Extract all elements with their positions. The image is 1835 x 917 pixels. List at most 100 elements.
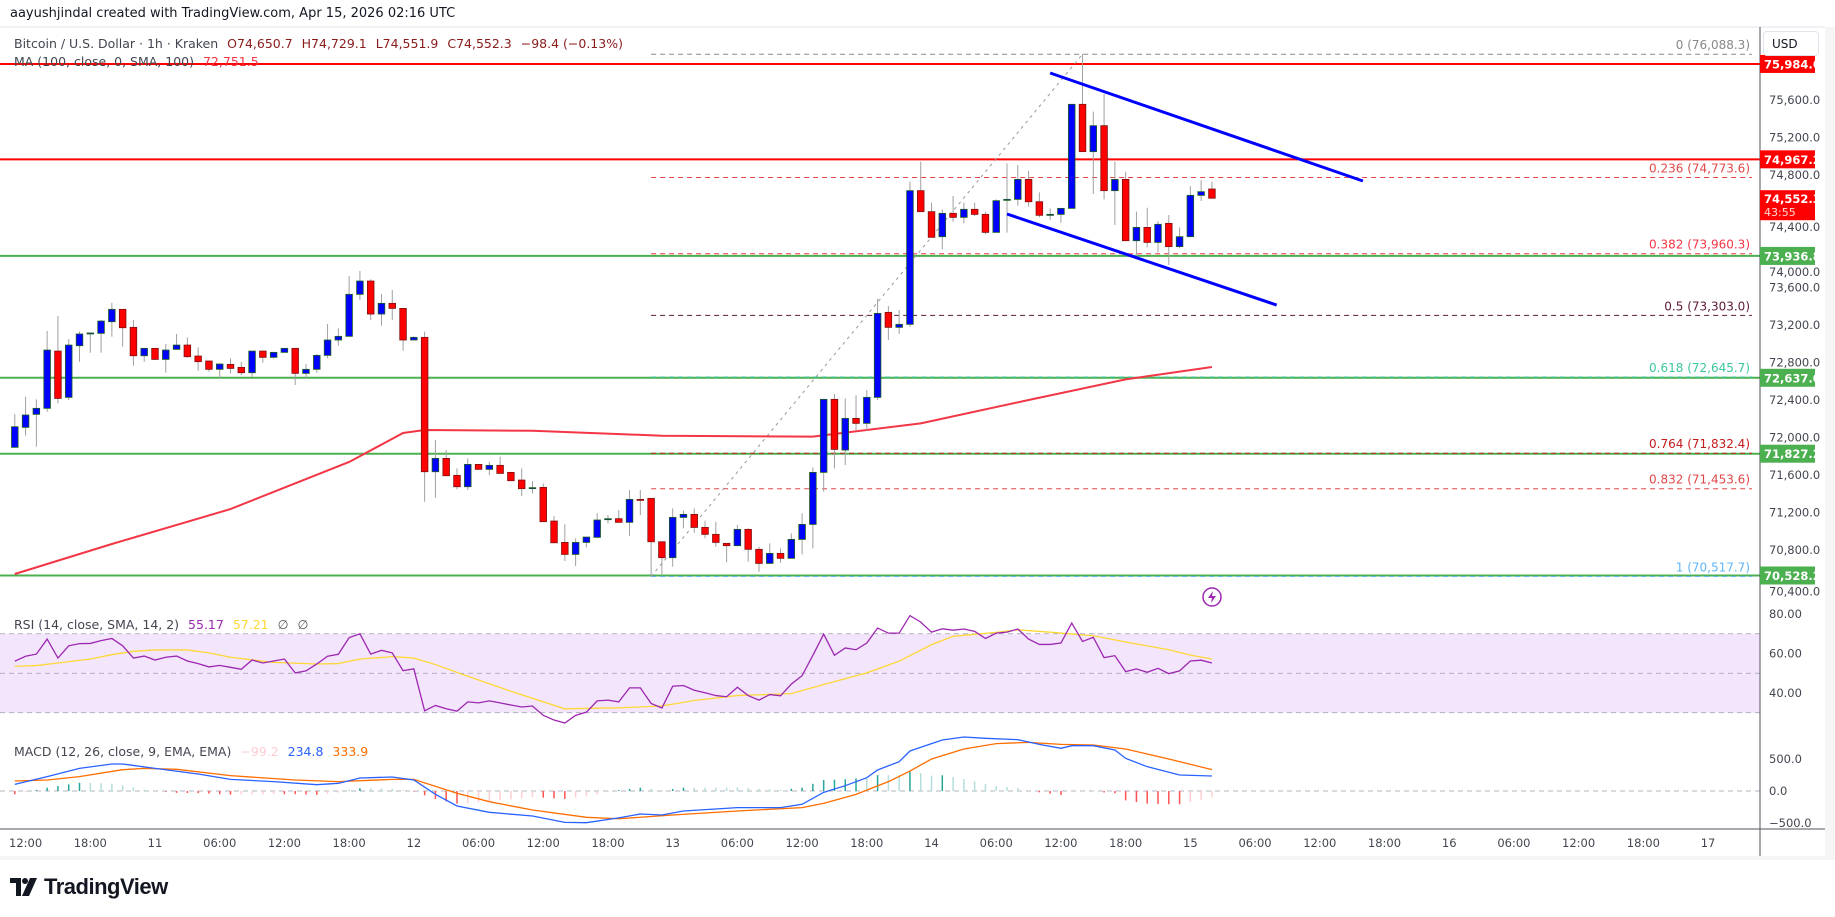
candle[interactable]	[679, 510, 688, 529]
candle[interactable]	[841, 398, 849, 466]
candle[interactable]	[873, 298, 882, 400]
candle[interactable]	[377, 294, 386, 326]
candle[interactable]	[884, 306, 893, 340]
upper-trendline[interactable]	[1049, 71, 1364, 183]
candle[interactable]	[647, 497, 655, 577]
candle[interactable]	[755, 546, 763, 572]
candle[interactable]	[323, 324, 332, 359]
candle[interactable]	[722, 542, 731, 563]
candle[interactable]	[819, 398, 828, 492]
candle[interactable]	[701, 520, 709, 539]
candle[interactable]	[420, 331, 429, 502]
candle[interactable]	[237, 361, 245, 376]
candle[interactable]	[992, 199, 1000, 233]
candle[interactable]	[291, 347, 299, 385]
tradingview-logo[interactable]: TradingView	[10, 874, 168, 900]
candle[interactable]	[1132, 211, 1141, 257]
candle[interactable]	[1089, 111, 1097, 195]
candle[interactable]	[733, 525, 742, 547]
candle[interactable]	[313, 354, 321, 373]
candle[interactable]	[1186, 186, 1195, 238]
candle[interactable]	[1165, 215, 1173, 265]
candle[interactable]	[248, 350, 256, 377]
candle[interactable]	[302, 364, 310, 379]
candle[interactable]	[269, 351, 278, 359]
candle[interactable]	[960, 202, 968, 224]
candle[interactable]	[410, 336, 418, 341]
candle[interactable]	[906, 181, 914, 327]
candle[interactable]	[809, 467, 817, 549]
candle[interactable]	[528, 481, 537, 494]
candle[interactable]	[1068, 103, 1076, 209]
candle[interactable]	[863, 390, 871, 431]
lower-trendline[interactable]	[1006, 212, 1278, 307]
symbol-name[interactable]: Bitcoin / U.S. Dollar · 1h · Kraken	[14, 36, 219, 51]
candle[interactable]	[86, 332, 94, 353]
candle[interactable]	[798, 513, 806, 555]
candle[interactable]	[1197, 179, 1205, 202]
candle[interactable]	[787, 533, 796, 559]
candle[interactable]	[1111, 161, 1119, 225]
candle[interactable]	[162, 344, 170, 373]
candle[interactable]	[561, 524, 569, 562]
candle[interactable]	[1154, 221, 1162, 253]
candle[interactable]	[690, 508, 698, 533]
candle[interactable]	[151, 347, 159, 361]
candle[interactable]	[1175, 227, 1184, 249]
candle[interactable]	[118, 308, 127, 347]
candle[interactable]	[615, 510, 623, 523]
candle[interactable]	[766, 543, 774, 565]
candle[interactable]	[636, 490, 645, 516]
candle[interactable]	[507, 471, 515, 482]
candle[interactable]	[140, 347, 148, 362]
candle[interactable]	[366, 279, 375, 321]
candle[interactable]	[345, 276, 353, 337]
candle[interactable]	[1035, 192, 1044, 218]
candle[interactable]	[517, 468, 526, 497]
fib-trend-connector[interactable]	[650, 53, 1083, 577]
candle[interactable]	[194, 347, 202, 371]
candle[interactable]	[65, 339, 73, 400]
candle[interactable]	[1024, 170, 1033, 207]
candle[interactable]	[129, 320, 138, 366]
candle[interactable]	[1100, 94, 1108, 200]
candle[interactable]	[625, 490, 634, 536]
candle[interactable]	[21, 396, 30, 436]
rsi-label[interactable]: RSI (14, close, SMA, 14, 2)	[14, 617, 180, 632]
candle[interactable]	[259, 350, 267, 363]
candle[interactable]	[712, 521, 720, 547]
candle[interactable]	[895, 310, 903, 334]
candle[interactable]	[571, 538, 580, 567]
candle[interactable]	[981, 211, 990, 235]
candle[interactable]	[1046, 208, 1054, 220]
candle[interactable]	[917, 161, 925, 213]
candle[interactable]	[399, 308, 407, 351]
candle[interactable]	[464, 458, 472, 490]
candle[interactable]	[582, 536, 591, 548]
candle[interactable]	[668, 508, 677, 567]
candle[interactable]	[604, 515, 612, 524]
candle[interactable]	[108, 302, 116, 337]
candle[interactable]	[474, 464, 483, 470]
candle[interactable]	[453, 468, 461, 490]
candle[interactable]	[1121, 171, 1130, 242]
candle[interactable]	[11, 414, 19, 448]
candle[interactable]	[172, 334, 181, 350]
candle[interactable]	[776, 548, 785, 563]
candle[interactable]	[1014, 164, 1022, 206]
candle[interactable]	[485, 461, 494, 475]
event-lightning-icon[interactable]	[1202, 587, 1222, 607]
macd-label[interactable]: MACD (12, 26, close, 9, EMA, EMA)	[14, 744, 232, 759]
candle[interactable]	[216, 363, 224, 379]
candle[interactable]	[442, 450, 450, 477]
candle[interactable]	[356, 271, 364, 301]
candle[interactable]	[1208, 181, 1216, 199]
currency-button[interactable]: USD	[1763, 31, 1819, 56]
candle[interactable]	[54, 316, 62, 404]
candle[interactable]	[431, 440, 440, 498]
candle[interactable]	[75, 331, 84, 362]
candle[interactable]	[539, 483, 547, 523]
candle[interactable]	[32, 399, 41, 447]
candle[interactable]	[938, 209, 947, 250]
